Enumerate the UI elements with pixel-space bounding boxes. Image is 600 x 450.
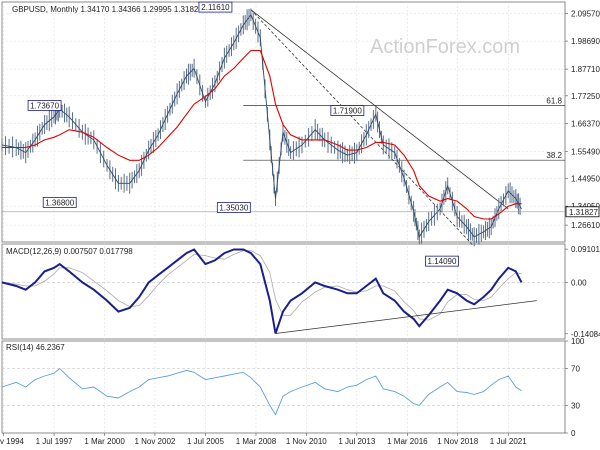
callout-box xyxy=(330,105,365,116)
price-panel-frame xyxy=(1,1,566,243)
callout-label: 1.36800 xyxy=(45,198,74,207)
price-tick-label: 1.44950 xyxy=(571,174,600,183)
rsi-tick-label: 0 xyxy=(571,429,576,438)
watermark: ActionForex.com xyxy=(370,36,520,58)
rsi-tick-label: 70 xyxy=(571,365,580,374)
callout-label: 1.35030 xyxy=(219,204,248,213)
x-tick-label: 1 Nov 1994 xyxy=(0,437,25,446)
rsi-line xyxy=(1,367,522,416)
trendline-main xyxy=(250,9,509,210)
callout-box xyxy=(216,202,251,213)
callout-label: 2.11610 xyxy=(201,3,230,12)
grid-layer xyxy=(2,2,565,433)
callout-box xyxy=(42,197,77,208)
macd-signal-line xyxy=(1,250,522,321)
callout-box xyxy=(27,100,62,111)
rsi-tick-label: 30 xyxy=(571,401,580,410)
x-tick-label: 1 Nov 2002 xyxy=(134,437,175,446)
price-tick-label: 2.09570 xyxy=(571,9,600,18)
macd-tick-label: -0.140843 xyxy=(571,330,600,339)
symbol-info: GBPUSD, Monthly 1.34170 1.34366 1.29995 … xyxy=(12,5,203,14)
x-tick-label: 1 Jul 2021 xyxy=(490,437,527,446)
callout-label: 1.14090 xyxy=(428,257,457,266)
x-tick-label: 1 Jul 1997 xyxy=(36,437,73,446)
x-tick-label: 1 Jul 2013 xyxy=(338,437,375,446)
macd-line xyxy=(1,248,523,334)
rsi-y-ticks: 100 70 30 0 xyxy=(565,337,585,438)
x-tick-label: 1 Jul 2005 xyxy=(187,437,224,446)
callout-label: 1.71900 xyxy=(333,107,362,116)
trendline-dashed xyxy=(250,9,473,245)
x-tick-label: 1 Mar 2008 xyxy=(236,437,277,446)
price-tick-label: 1.77250 xyxy=(571,92,600,101)
fib-label: 61.8 xyxy=(546,96,562,105)
fib-label: 38.2 xyxy=(546,151,562,160)
price-series-line xyxy=(1,13,522,239)
macd-label: MACD(12,26,9) 0.007507 0.017798 xyxy=(6,247,133,256)
price-tick-label: 1.55490 xyxy=(571,147,600,156)
fib-layer: 61.8 38.2 xyxy=(243,96,565,161)
price-tick-label: 1.98690 xyxy=(571,37,600,46)
macd-panel-frame xyxy=(1,243,566,340)
macd-y-ticks: 0.091015 0.00 -0.140843 xyxy=(565,245,600,339)
moving-average-line xyxy=(2,49,522,220)
last-price-box xyxy=(565,206,600,218)
rsi-tick-label: 100 xyxy=(571,337,585,346)
price-callouts: 2.11610 1.73670 1.71900 1.36800 1.35030 1.140… xyxy=(27,1,459,267)
x-tick-label: 1 Nov 2018 xyxy=(437,437,478,446)
rsi-label: RSI(14) 46.2367 xyxy=(6,343,65,352)
callout-label: 1.73670 xyxy=(30,101,59,110)
x-tick-label: 1 Mar 2016 xyxy=(387,437,428,446)
price-y-ticks: 2.09570 1.98690 1.87710 1.77250 1.66370 1.554… xyxy=(565,9,600,230)
rsi-panel-frame xyxy=(1,340,566,434)
x-tick-label: 1 Nov 2010 xyxy=(286,437,327,446)
x-tick-label: 1 Mar 2000 xyxy=(84,437,125,446)
price-tick-label: 1.87710 xyxy=(571,65,600,74)
last-price-label: 1.31827 xyxy=(569,208,598,217)
price-tick-label: 1.26610 xyxy=(571,221,600,230)
callout-box xyxy=(425,255,459,267)
price-tick-label: 1.66370 xyxy=(571,120,600,129)
x-ticks: 1 Nov 1994 1 Jul 1997 1 Mar 2000 1 Nov 2002… xyxy=(0,433,527,446)
macd-trendline xyxy=(275,300,537,334)
macd-tick-label: 0.091015 xyxy=(571,245,600,254)
callout-box xyxy=(198,1,233,13)
macd-tick-label: 0.00 xyxy=(571,278,587,287)
